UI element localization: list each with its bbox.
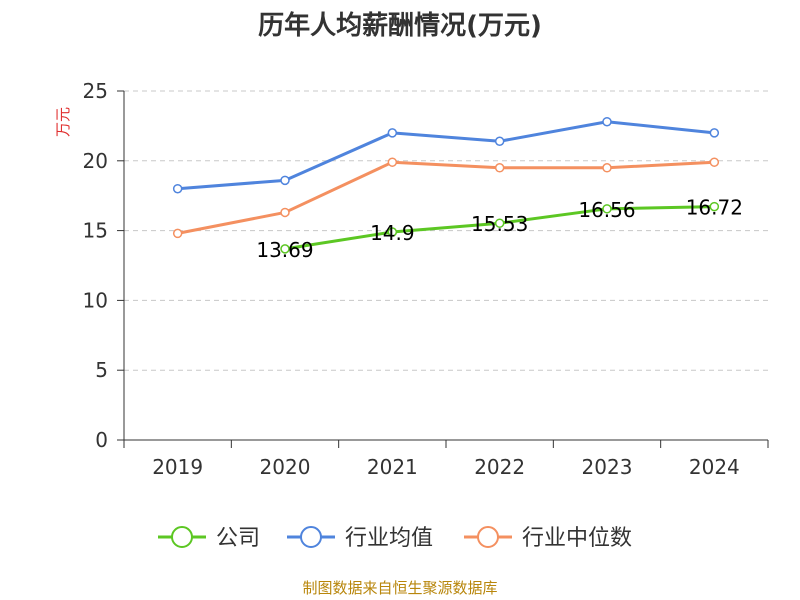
data-point bbox=[709, 201, 720, 212]
data-point bbox=[602, 116, 612, 127]
data-label: 16.56 bbox=[578, 198, 635, 222]
chart-title: 历年人均薪酬情况(万元) bbox=[258, 10, 542, 41]
legend-item[interactable]: 行业均值 bbox=[287, 526, 433, 551]
y-tick-label: 20 bbox=[83, 149, 108, 173]
legend-label: 公司 bbox=[216, 526, 260, 551]
series-line-2 bbox=[177, 160, 715, 235]
data-point bbox=[494, 136, 505, 147]
legend-item[interactable]: 行业中位数 bbox=[464, 526, 632, 551]
axes bbox=[117, 90, 769, 448]
data-label: 13.69 bbox=[256, 238, 313, 262]
legend-marker bbox=[477, 526, 499, 548]
y-tick-label: 25 bbox=[83, 79, 108, 103]
x-tick-label: 2021 bbox=[367, 455, 418, 479]
legend-marker bbox=[300, 526, 322, 548]
series-points bbox=[172, 116, 720, 254]
x-tick-label: 2024 bbox=[689, 455, 740, 479]
x-tick-label: 2020 bbox=[260, 455, 311, 479]
data-point bbox=[494, 218, 505, 228]
legend-item[interactable]: 公司 bbox=[158, 526, 260, 551]
data-label: 16.72 bbox=[686, 196, 743, 220]
data-point bbox=[494, 163, 505, 173]
x-tick-label: 2019 bbox=[152, 455, 203, 479]
y-tick-label: 15 bbox=[83, 219, 108, 243]
data-point bbox=[172, 183, 183, 194]
data-label: 14.9 bbox=[370, 221, 415, 245]
data-point bbox=[280, 207, 290, 218]
series-line-1 bbox=[177, 120, 715, 191]
series-lines bbox=[177, 120, 715, 251]
grid-lines bbox=[124, 90, 768, 371]
legend-label: 行业中位数 bbox=[522, 526, 632, 551]
data-point bbox=[709, 128, 720, 138]
data-point bbox=[602, 163, 612, 173]
y-tick-labels: 0 5 10 15 20 25 bbox=[83, 79, 108, 452]
data-labels: 13.69 14.9 15.53 16.56 16.72 bbox=[256, 196, 743, 262]
y-axis-label: 万元 bbox=[54, 107, 72, 137]
data-point bbox=[387, 157, 398, 167]
y-tick-label: 10 bbox=[83, 288, 108, 312]
x-tick-labels: 2019 2020 2021 2022 2023 2024 bbox=[152, 455, 740, 479]
legend-marker bbox=[171, 526, 193, 548]
data-point bbox=[280, 244, 290, 254]
data-label: 15.53 bbox=[471, 212, 528, 236]
source-note: 制图数据来自恒生聚源数据库 bbox=[302, 579, 497, 597]
x-tick-label: 2022 bbox=[474, 455, 525, 479]
data-point bbox=[709, 157, 720, 167]
legend-label: 行业均值 bbox=[345, 526, 433, 551]
data-point bbox=[602, 204, 612, 214]
data-point bbox=[387, 128, 398, 138]
data-point bbox=[280, 175, 290, 186]
y-tick-label: 0 bbox=[95, 428, 108, 452]
legend[interactable]: 公司 行业均值 行业中位数 bbox=[158, 526, 632, 551]
x-tick-label: 2023 bbox=[582, 455, 633, 479]
data-point bbox=[172, 228, 183, 239]
data-point bbox=[387, 227, 398, 237]
y-tick-label: 5 bbox=[95, 358, 108, 382]
